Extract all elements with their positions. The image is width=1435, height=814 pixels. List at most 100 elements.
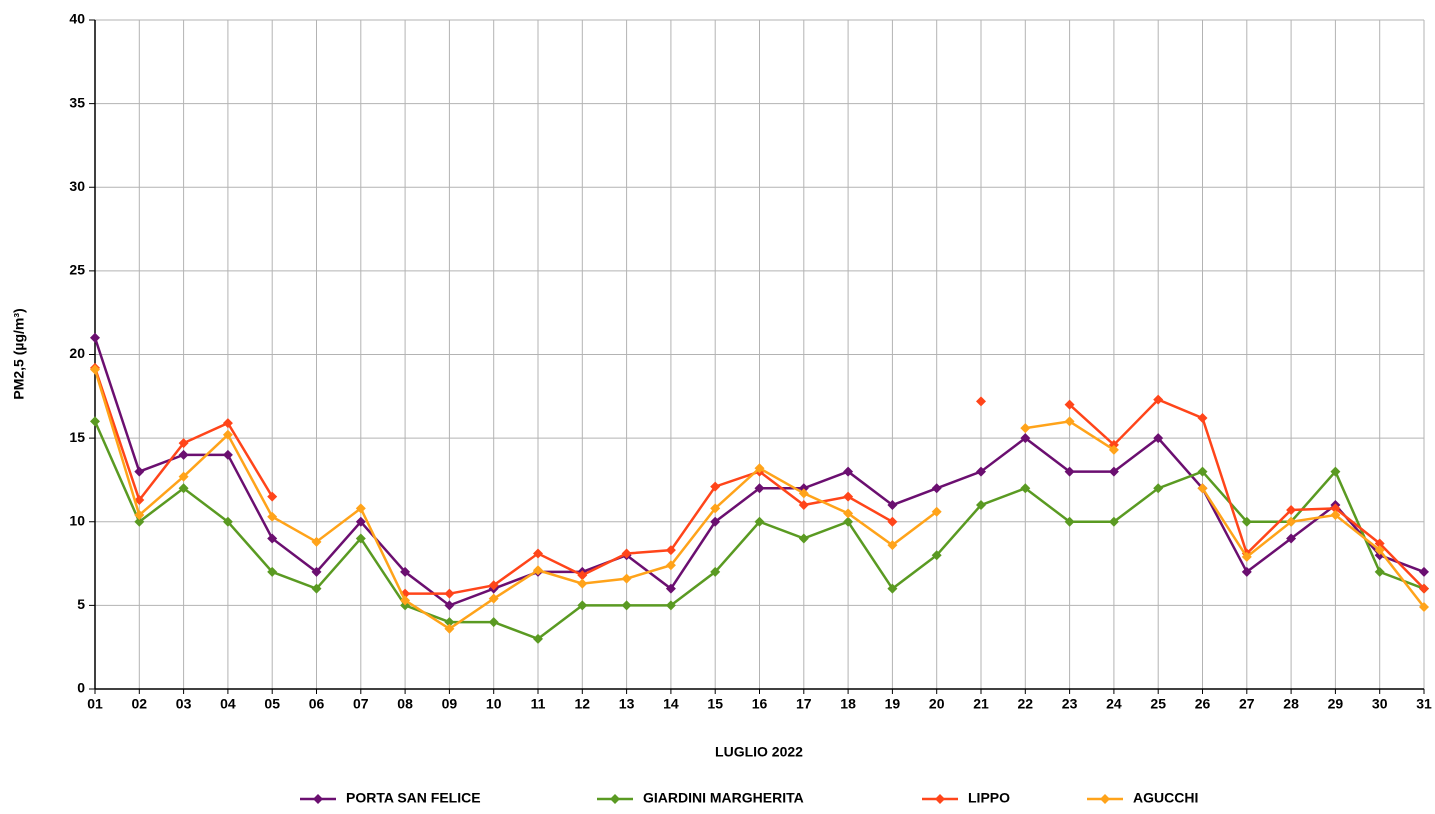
x-tick-label: 10 — [486, 696, 502, 712]
data-point — [90, 332, 100, 343]
x-tick-label: 16 — [752, 696, 768, 712]
data-point — [1020, 483, 1031, 494]
data-point — [976, 396, 986, 407]
data-point — [1330, 503, 1341, 514]
data-point — [798, 488, 809, 499]
data-point — [1330, 466, 1341, 477]
data-point — [90, 416, 100, 427]
data-point — [444, 588, 455, 599]
data-point — [178, 483, 189, 494]
legend-label: PORTA SAN FELICE — [346, 790, 481, 806]
x-tick-label: 26 — [1195, 696, 1211, 712]
data-point — [400, 566, 411, 577]
data-point — [533, 548, 543, 559]
legend-marker — [313, 794, 323, 804]
y-tick-label: 10 — [69, 512, 85, 528]
data-point — [887, 500, 898, 511]
x-tick-label: 27 — [1239, 696, 1255, 712]
y-tick-label: 0 — [77, 680, 85, 696]
data-point — [1108, 444, 1119, 455]
data-point — [1020, 423, 1031, 434]
x-tick-label: 08 — [397, 696, 413, 712]
x-tick-label: 29 — [1328, 696, 1344, 712]
x-tick-label: 04 — [220, 696, 236, 712]
data-point — [887, 540, 898, 551]
data-point — [976, 500, 986, 511]
x-tick-label: 25 — [1150, 696, 1166, 712]
x-tick-label: 22 — [1018, 696, 1034, 712]
legend-item: GIARDINI MARGHERITA — [597, 790, 804, 806]
data-point — [1241, 566, 1252, 577]
data-point — [1020, 433, 1031, 444]
data-point — [1197, 413, 1208, 424]
data-point — [843, 466, 854, 477]
data-point — [444, 617, 455, 628]
legend-item: AGUCCHI — [1087, 790, 1198, 806]
data-point — [1108, 516, 1119, 527]
data-point — [887, 583, 898, 594]
x-tick-label: 13 — [619, 696, 635, 712]
data-point — [222, 418, 233, 429]
data-point — [710, 503, 721, 514]
data-point — [621, 548, 632, 559]
data-point — [577, 578, 588, 589]
y-tick-label: 20 — [69, 345, 85, 361]
x-tick-label: 18 — [840, 696, 856, 712]
legend-marker — [935, 794, 945, 804]
x-tick-label: 23 — [1062, 696, 1078, 712]
data-point — [843, 491, 854, 502]
data-point — [178, 449, 189, 460]
data-point — [1153, 394, 1164, 405]
data-point — [665, 545, 676, 556]
data-point — [577, 600, 588, 611]
data-point — [621, 600, 632, 611]
data-point — [134, 495, 145, 506]
data-point — [134, 516, 145, 527]
legend-label: LIPPO — [968, 790, 1010, 806]
data-point — [1153, 433, 1164, 444]
y-axis-title: PM2,5 (µg/m³) — [11, 308, 27, 399]
y-tick-label: 30 — [69, 178, 85, 194]
x-tick-label: 03 — [176, 696, 192, 712]
x-axis-title: LUGLIO 2022 — [715, 744, 803, 760]
data-point — [444, 623, 455, 634]
legend-marker — [1100, 794, 1110, 804]
data-point — [311, 536, 322, 547]
data-point — [267, 566, 278, 577]
legend-item: PORTA SAN FELICE — [300, 790, 481, 806]
data-point — [355, 516, 366, 527]
x-tick-label: 28 — [1283, 696, 1299, 712]
data-point — [1197, 483, 1208, 494]
data-point — [267, 511, 278, 522]
x-tick-label: 20 — [929, 696, 945, 712]
data-point — [1153, 483, 1164, 494]
data-point — [311, 583, 322, 594]
data-point — [754, 516, 765, 527]
data-point — [400, 595, 411, 606]
data-point — [621, 573, 632, 584]
data-point — [1286, 533, 1297, 544]
data-point — [222, 429, 233, 440]
data-point — [843, 508, 854, 519]
data-point — [533, 633, 543, 644]
data-point — [1330, 510, 1341, 521]
data-point — [267, 533, 278, 544]
data-point — [1064, 416, 1075, 427]
data-point — [488, 593, 499, 604]
data-point — [1108, 466, 1119, 477]
data-point — [1419, 583, 1429, 594]
data-point — [1374, 545, 1385, 556]
x-tick-label: 06 — [309, 696, 325, 712]
data-point — [355, 503, 366, 514]
data-point — [798, 533, 809, 544]
y-tick-label: 5 — [77, 596, 85, 612]
data-point — [488, 580, 499, 591]
data-point — [1064, 516, 1075, 527]
legend-item: LIPPO — [922, 790, 1010, 806]
legend-label: GIARDINI MARGHERITA — [643, 790, 804, 806]
data-point — [577, 570, 588, 581]
data-point — [1241, 551, 1252, 562]
data-point — [754, 463, 765, 474]
data-point — [1419, 602, 1429, 613]
